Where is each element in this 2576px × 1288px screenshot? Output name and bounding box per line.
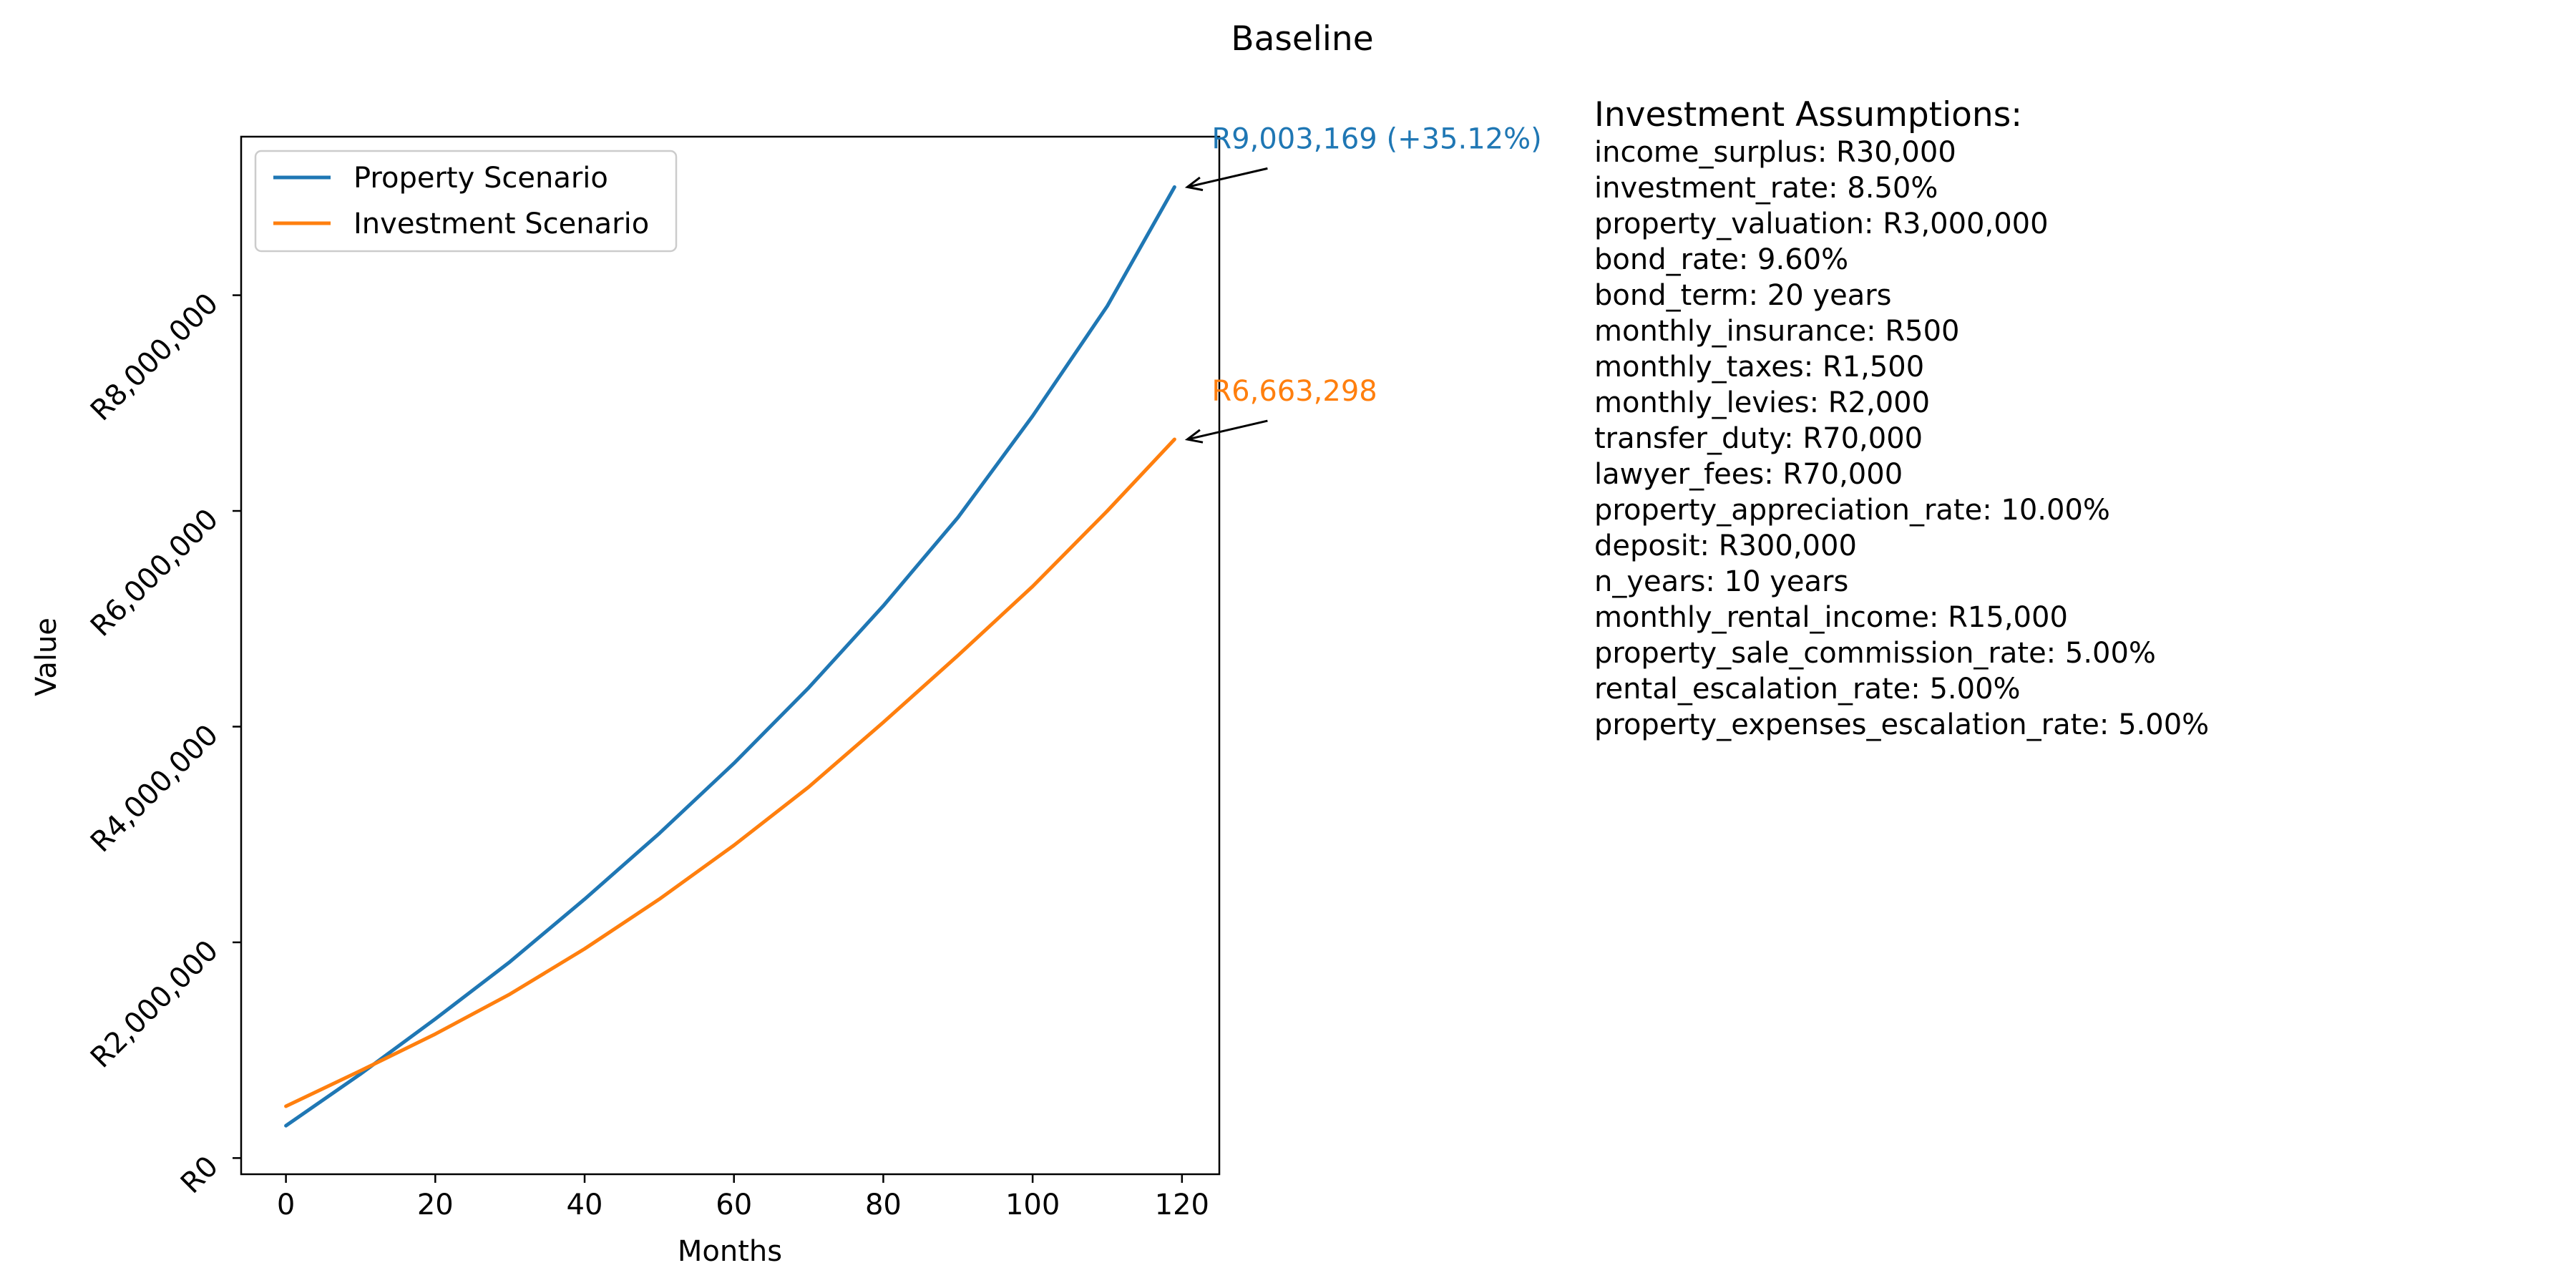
legend-label-investment: Investment Scenario xyxy=(353,208,649,240)
assumption-item: property_sale_commission_rate: 5.00% xyxy=(1594,637,2156,670)
y-tick-label: R8,000,000 xyxy=(84,287,225,427)
y-axis-label: Value xyxy=(30,618,63,696)
x-axis-label: Months xyxy=(678,1235,782,1268)
assumption-item: monthly_taxes: R1,500 xyxy=(1594,351,1925,384)
assumption-item: transfer_duty: R70,000 xyxy=(1594,422,1923,455)
plot-frame xyxy=(240,135,1221,1176)
assumption-item: property_valuation: R3,000,000 xyxy=(1594,208,2049,240)
x-tick-label: 80 xyxy=(865,1189,902,1221)
series-layer xyxy=(284,185,1176,1128)
assumption-item: bond_rate: 9.60% xyxy=(1594,243,1849,276)
annotation-label: R9,003,169 (+35.12%) xyxy=(1211,122,1541,155)
annotation-arrow-head xyxy=(1184,429,1204,444)
x-tick-label: 100 xyxy=(1005,1189,1060,1221)
y-tick-label: R6,000,000 xyxy=(84,503,225,643)
assumption-item: monthly_insurance: R500 xyxy=(1594,315,1960,348)
assumption-item: property_appreciation_rate: 10.00% xyxy=(1594,494,2110,527)
assumption-item: rental_escalation_rate: 5.00% xyxy=(1594,673,2021,706)
chart-title: Baseline xyxy=(1231,19,1373,59)
x-tick-label: 120 xyxy=(1155,1189,1209,1221)
legend: Property Scenario Investment Scenario xyxy=(254,150,678,253)
series-line-investment xyxy=(284,437,1176,1108)
assumption-item: income_surplus: R30,000 xyxy=(1594,136,1956,169)
y-tick-label: R0 xyxy=(175,1150,225,1200)
x-tick-label: 60 xyxy=(716,1189,752,1221)
x-axis: 0 20 40 60 80 100 120 xyxy=(277,1174,1209,1221)
assumption-item: lawyer_fees: R70,000 xyxy=(1594,458,1903,491)
x-tick-label: 0 xyxy=(277,1189,295,1221)
plot-area xyxy=(240,135,1221,1176)
y-tick-label: R4,000,000 xyxy=(84,718,225,859)
annotation-arrow-shaft xyxy=(1187,419,1268,441)
assumption-item: monthly_rental_income: R15,000 xyxy=(1594,601,2068,634)
assumptions-panel: Investment Assumptions: income_surplus: … xyxy=(1594,96,2209,743)
y-tick-label: R2,000,000 xyxy=(84,934,225,1074)
annotation-label: R6,663,298 xyxy=(1211,375,1377,408)
annotation-layer: R9,003,169 (+35.12%) R6,663,298 xyxy=(1184,122,1542,444)
x-tick-label: 20 xyxy=(417,1189,454,1221)
legend-label-property: Property Scenario xyxy=(353,162,608,195)
assumption-item: n_years: 10 years xyxy=(1594,565,1849,598)
assumption-item: investment_rate: 8.50% xyxy=(1594,172,1938,205)
legend-frame xyxy=(254,150,678,253)
assumptions-heading: Investment Assumptions: xyxy=(1594,95,2023,135)
annotation-arrow-head xyxy=(1184,176,1204,192)
assumption-item: deposit: R300,000 xyxy=(1594,530,1857,562)
series-line-property xyxy=(284,185,1176,1128)
annotation-arrow-shaft xyxy=(1187,167,1268,188)
assumptions-list: income_surplus: R30,000 investment_rate: … xyxy=(1594,135,2209,743)
assumption-item: property_expenses_escalation_rate: 5.00% xyxy=(1594,708,2210,741)
assumption-item: bond_term: 20 years xyxy=(1594,279,1892,312)
x-tick-label: 40 xyxy=(567,1189,603,1221)
y-axis: R0 R2,000,000 R4,000,000 R6,000,000 R8,000,0… xyxy=(84,287,241,1200)
assumption-item: monthly_levies: R2,000 xyxy=(1594,386,1931,419)
